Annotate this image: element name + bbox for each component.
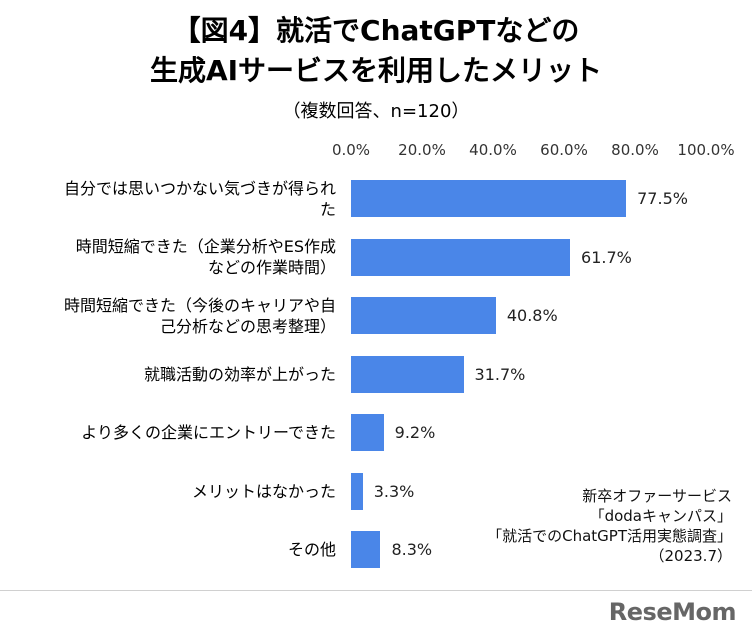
data-label: 61.7% — [581, 247, 632, 267]
category-label-line: 就職活動の効率が上がった — [143, 364, 336, 384]
x-tick-label: 40.0% — [469, 141, 517, 159]
resemom-logo: ReseMom — [608, 598, 737, 626]
category-label: 時間短縮できた（企業分析やES作成などの作業時間） — [8, 236, 336, 278]
chart-subtitle: （複数回答、n=120） — [282, 101, 470, 122]
bar — [351, 414, 384, 451]
source-line2: 「dodaキャンパス」 — [589, 507, 732, 525]
bar — [351, 238, 571, 276]
category-label-line: 己分析などの思考整理） — [159, 316, 336, 336]
x-tick-label: 80.0% — [611, 141, 659, 159]
chart-frame — [0, 590, 752, 591]
category-label: 時間短縮できた（今後のキャリアや自 己分析などの思考整理） — [8, 295, 336, 337]
category-label: 就職活動の効率が上がった — [8, 364, 336, 385]
source-line1: 新卒オファーサービス — [582, 487, 732, 505]
bar — [351, 297, 496, 334]
source-line4: （2023.7） — [649, 547, 733, 565]
category-label: 自分では思いつかない気づきが得られた — [8, 178, 336, 220]
data-label: 77.5% — [637, 189, 688, 208]
category-label: その他 — [8, 539, 336, 560]
category-label-line: その他 — [287, 540, 336, 559]
data-label: 8.3% — [391, 540, 433, 559]
category-label-line: 自分では思いつかない気づきが得られ — [63, 178, 336, 198]
bar — [351, 355, 464, 393]
category-label-line: より多くの企業にエントリーできた — [81, 423, 336, 442]
data-label: 9.2% — [394, 423, 436, 442]
data-label: 3.3% — [373, 481, 415, 501]
category-label-line: た — [319, 199, 336, 219]
chart-title-line2: 生成AIサービスを利用したメリット — [149, 54, 603, 87]
data-label: 40.8% — [506, 306, 558, 325]
x-tick-label: 60.0% — [540, 141, 588, 159]
category-label-line: メリットはなかった — [191, 481, 336, 501]
category-label-line: 時間短縮できた（今後のキャリアや自 — [63, 295, 336, 315]
category-label-line: などの作業時間） — [207, 258, 336, 277]
x-tick-label: 100.0% — [677, 141, 735, 159]
category-label: メリットはなかった — [8, 481, 336, 502]
category-label-line: 時間短縮できた（企業分析やES作成 — [75, 237, 336, 256]
bar — [351, 531, 381, 568]
data-label: 31.7% — [474, 364, 526, 384]
category-label: より多くの企業にエントリーできた — [8, 422, 336, 443]
bar — [351, 472, 363, 510]
bar — [351, 180, 627, 217]
source-line3: 「就活でのChatGPT活用実態調査」 — [487, 527, 732, 545]
source-note: 新卒オファーサービス 「dodaキャンパス」 「就活でのChatGPT活用実態調… — [487, 486, 732, 566]
chart-title-line1: 【図4】就活でChatGPTなどの — [172, 14, 580, 47]
x-tick-label: 20.0% — [398, 141, 446, 159]
x-tick-label: 0.0% — [331, 141, 371, 159]
